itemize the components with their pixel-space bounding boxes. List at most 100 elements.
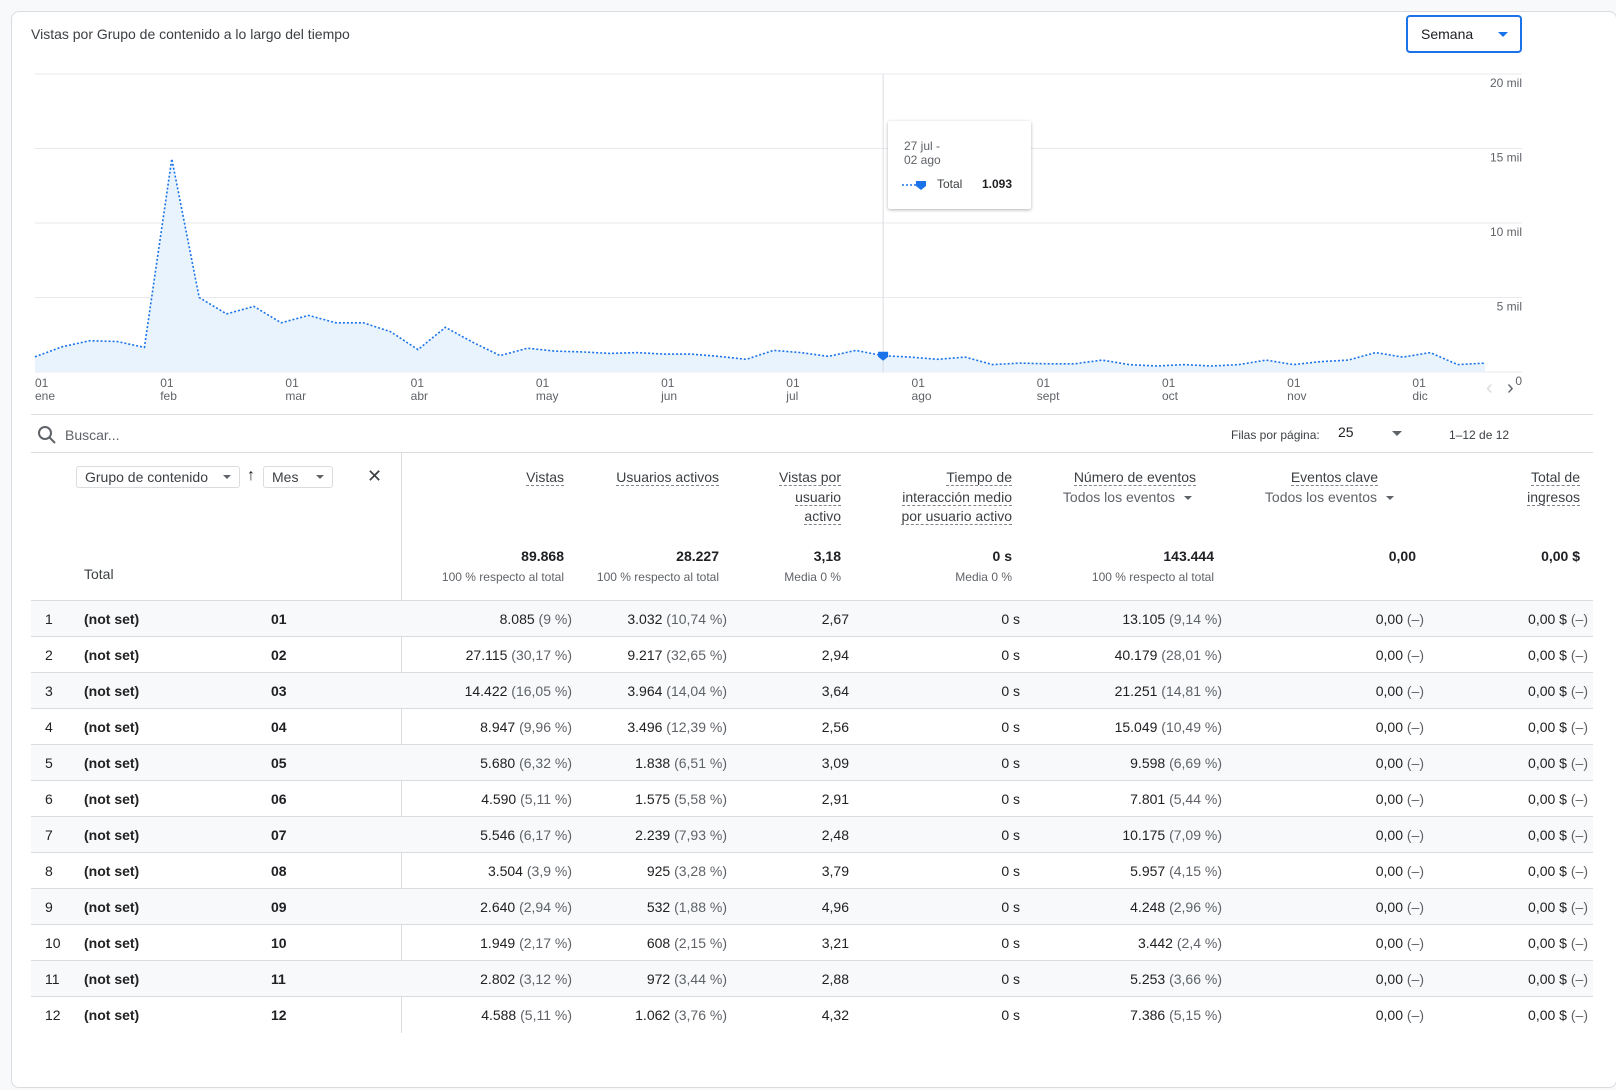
chevron-left-icon[interactable]: ‹ [1486, 377, 1493, 399]
row-index: 9 [45, 899, 53, 915]
cell-mes: 12 [271, 1007, 287, 1023]
y-tick-label: 20 mil [1490, 76, 1522, 90]
cell-eventos: 7.386 (5,15 %) [1130, 1007, 1222, 1023]
cell-grupo-contenido: (not set) [84, 719, 140, 735]
table-row[interactable]: 2 (not set) 02 27.115 (30,17 %) 9.217 (32,65… [31, 636, 1593, 672]
search-input[interactable] [65, 426, 465, 444]
cell-ingresos: 0,00 $ (–) [1528, 791, 1588, 807]
y-tick-label: 10 mil [1490, 225, 1522, 239]
secondary-dimension-select[interactable]: Mes [263, 466, 333, 488]
x-tick-label: 01 [661, 376, 675, 390]
cell-usuarios: 9.217 (32,65 %) [627, 647, 727, 663]
chevron-down-icon [1498, 32, 1508, 37]
cell-eventos: 15.049 (10,49 %) [1114, 719, 1222, 735]
x-tick-label: sept [1037, 389, 1060, 403]
rows-per-page-value: 25 [1338, 424, 1354, 440]
total-tiempo: 0 s Media 0 % [955, 548, 1012, 584]
cell-eventos: 5.253 (3,66 %) [1130, 971, 1222, 987]
table-row[interactable]: 12 (not set) 12 4.588 (5,11 %) 1.062 (3,76 %… [31, 996, 1593, 1032]
cell-tiempo: 0 s [1001, 791, 1020, 807]
tooltip-date-line2: 02 ago [904, 153, 941, 167]
column-header-vistas-por-usuario[interactable]: Vistas por usuario activo [779, 469, 841, 525]
cell-vistas: 3.504 (3,9 %) [487, 863, 572, 879]
primary-dimension-select[interactable]: Grupo de contenido [76, 466, 240, 488]
row-index: 8 [45, 863, 53, 879]
cell-ingresos: 0,00 $ (–) [1528, 647, 1588, 663]
close-icon[interactable]: ✕ [367, 466, 383, 486]
column-header-tiempo-interaccion[interactable]: Tiempo de interacción medio por usuario ac… [901, 469, 1012, 525]
tooltip-date-line1: 27 jul - [904, 139, 941, 153]
cell-grupo-contenido: (not set) [84, 647, 140, 663]
cell-mes: 05 [271, 755, 287, 771]
cell-eventos-clave: 0,00 (–) [1375, 683, 1424, 699]
table-row[interactable]: 11 (not set) 11 2.802 (3,12 %) 972 (3,44 %) 2… [31, 960, 1593, 996]
table-row[interactable]: 5 (not set) 05 5.680 (6,32 %) 1.838 (6,51 %)… [31, 744, 1593, 780]
period-select[interactable]: Semana [1406, 15, 1522, 53]
cell-mes: 03 [271, 683, 287, 699]
divider [31, 414, 1593, 415]
cell-mes: 04 [271, 719, 287, 735]
rows-per-page-select[interactable]: 25 [1338, 424, 1410, 440]
cell-ingresos: 0,00 $ (–) [1528, 755, 1588, 771]
cell-tiempo: 0 s [1001, 899, 1020, 915]
x-tick-label: abr [411, 389, 428, 403]
cell-eventos-clave: 0,00 (–) [1375, 935, 1424, 951]
cell-usuarios: 972 (3,44 %) [646, 971, 727, 987]
cell-ingresos: 0,00 $ (–) [1528, 899, 1588, 915]
cell-eventos-clave: 0,00 (–) [1375, 899, 1424, 915]
table-row[interactable]: 8 (not set) 08 3.504 (3,9 %) 925 (3,28 %) 3,7… [31, 852, 1593, 888]
chart-title: Vistas por Grupo de contenido a lo largo… [31, 26, 350, 42]
total-vistas: 89.868 100 % respecto al total [441, 548, 564, 584]
cell-usuarios: 1.062 (3,76 %) [635, 1007, 727, 1023]
row-index: 11 [45, 971, 60, 987]
cell-grupo-contenido: (not set) [84, 935, 140, 951]
cell-mes: 07 [271, 827, 287, 843]
column-header-total-ingresos[interactable]: Total de ingresos [1527, 469, 1580, 506]
row-index: 1 [45, 611, 53, 627]
table-row[interactable]: 10 (not set) 10 1.949 (2,17 %) 608 (2,15 %) 3… [31, 924, 1593, 960]
chevron-right-icon[interactable]: › [1507, 377, 1514, 399]
eventos-clave-filter-select[interactable]: Todos los eventos [1265, 489, 1394, 505]
chevron-down-icon [1386, 496, 1394, 501]
cell-ingresos: 0,00 $ (–) [1528, 1007, 1588, 1023]
cell-tiempo: 0 s [1001, 971, 1020, 987]
row-index: 7 [45, 827, 53, 843]
cell-vistas-por-usuario: 2,94 [821, 647, 849, 663]
cell-tiempo: 0 s [1001, 683, 1020, 699]
table-row[interactable]: 6 (not set) 06 4.590 (5,11 %) 1.575 (5,58 %)… [31, 780, 1593, 816]
cell-mes: 01 [271, 611, 287, 627]
tooltip-value: 1.093 [982, 177, 1013, 191]
cell-vistas: 2.640 (2,94 %) [480, 899, 572, 915]
column-header-eventos-clave[interactable]: Eventos clave [1290, 469, 1378, 486]
cell-vistas: 5.546 (6,17 %) [480, 827, 572, 843]
column-header-usuarios-activos[interactable]: Usuarios activos [616, 469, 719, 486]
table-row[interactable]: 4 (not set) 04 8.947 (9,96 %) 3.496 (12,39 %… [31, 708, 1593, 744]
sort-ascending-icon[interactable]: ↑ [247, 467, 255, 484]
x-tick-label: ene [35, 389, 55, 403]
cell-eventos: 3.442 (2,4 %) [1137, 935, 1222, 951]
table-row[interactable]: 7 (not set) 07 5.546 (6,17 %) 2.239 (7,93 %)… [31, 816, 1593, 852]
cell-eventos: 5.957 (4,15 %) [1130, 863, 1222, 879]
eventos-filter-select[interactable]: Todos los eventos [1063, 489, 1192, 505]
table-row[interactable]: 3 (not set) 03 14.422 (16,05 %) 3.964 (14,04… [31, 672, 1593, 708]
cell-grupo-contenido: (not set) [84, 755, 140, 771]
series-line-total [34, 158, 1486, 367]
y-tick-label: 5 mil [1497, 300, 1522, 314]
cell-eventos-clave: 0,00 (–) [1375, 611, 1424, 627]
x-tick-label: 01 [786, 376, 800, 390]
cell-ingresos: 0,00 $ (–) [1528, 935, 1588, 951]
column-header-vistas[interactable]: Vistas [526, 469, 564, 486]
table-row[interactable]: 9 (not set) 09 2.640 (2,94 %) 532 (1,88 %) 4,… [31, 888, 1593, 924]
x-axis-labels: 01ene01feb01mar01abr01may01jun01jul01ago… [35, 376, 1428, 403]
cell-vistas: 8.085 (9 %) [499, 611, 572, 627]
cell-eventos-clave: 0,00 (–) [1375, 791, 1424, 807]
cell-vistas: 4.588 (5,11 %) [481, 1007, 572, 1023]
cell-tiempo: 0 s [1001, 863, 1020, 879]
period-select-value: Semana [1421, 26, 1474, 42]
column-header-numero-eventos[interactable]: Número de eventos [1073, 469, 1196, 486]
row-index: 2 [45, 647, 53, 663]
cell-eventos: 9.598 (6,69 %) [1130, 755, 1222, 771]
table-row[interactable]: 1 (not set) 01 8.085 (9 %) 3.032 (10,74 %) 2,… [31, 600, 1593, 636]
cell-vistas-por-usuario: 2,56 [821, 719, 849, 735]
